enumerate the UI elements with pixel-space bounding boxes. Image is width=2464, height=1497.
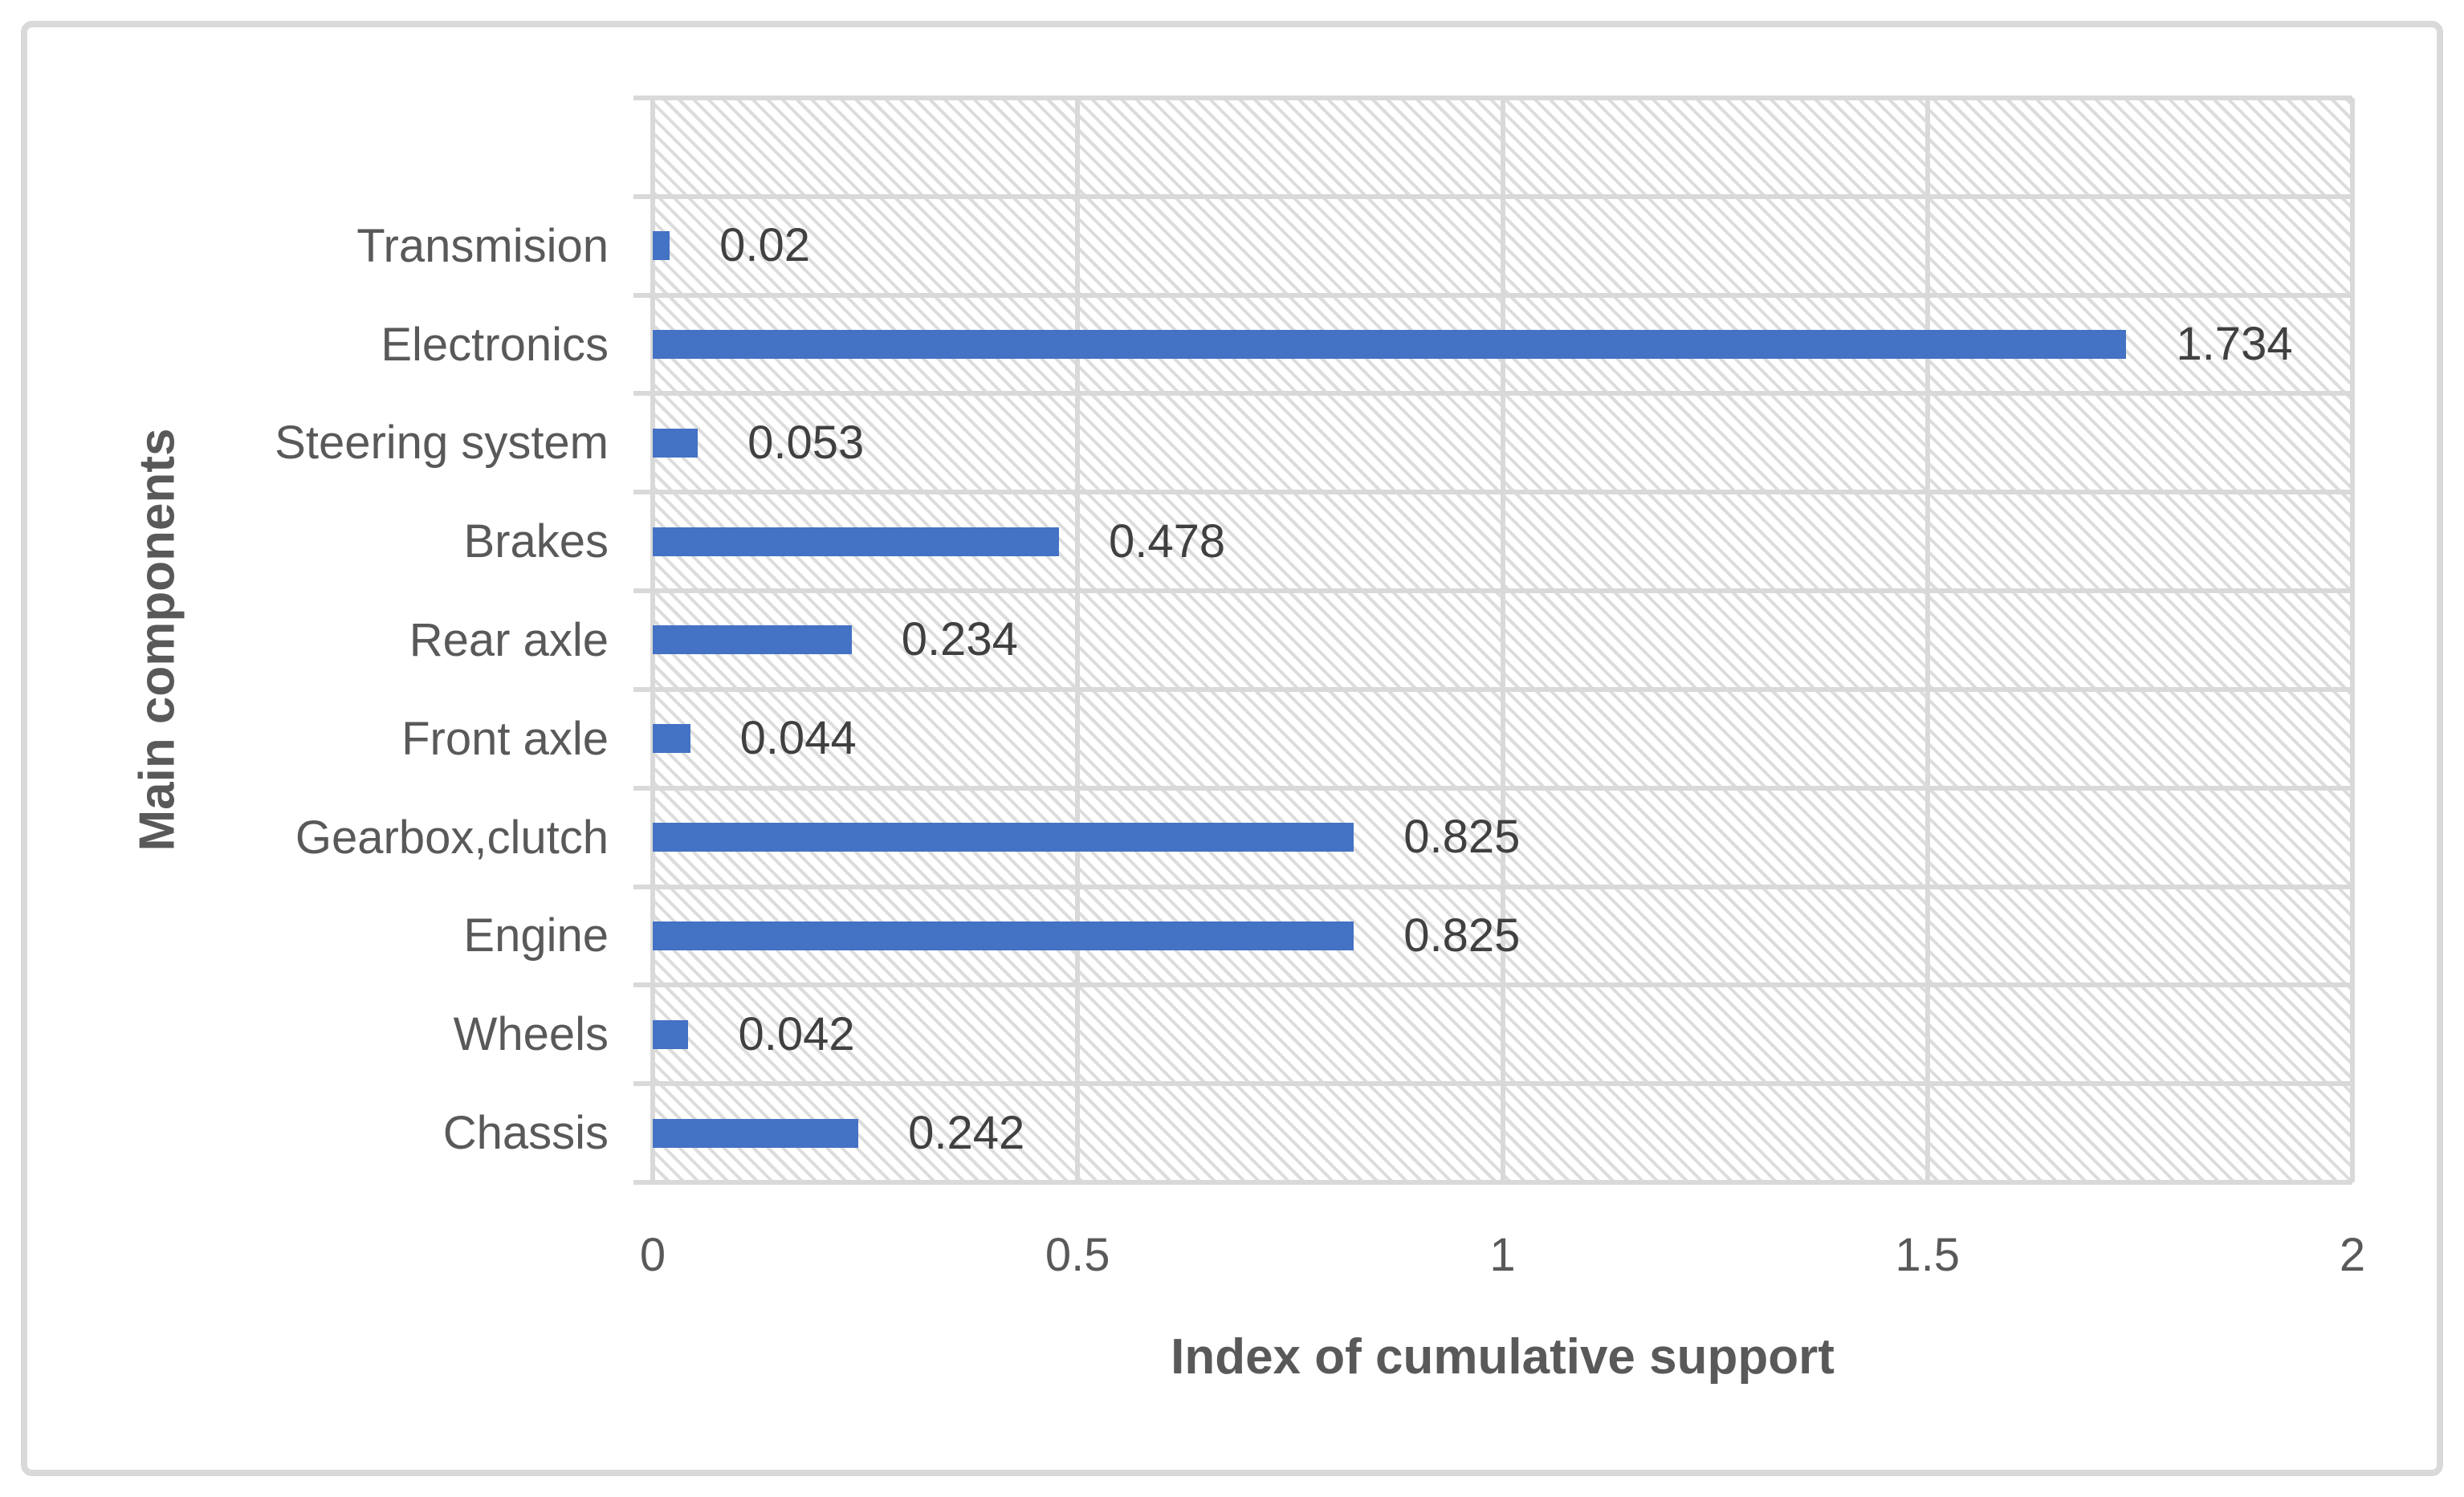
bar-row: 0.044 xyxy=(653,690,2352,788)
bar xyxy=(653,724,690,754)
gridline-horizontal xyxy=(633,391,2352,397)
chart-frame-border xyxy=(21,21,2443,1476)
bar xyxy=(653,428,698,458)
gridline-horizontal xyxy=(633,785,2352,791)
bar-row: 0.478 xyxy=(653,492,2352,591)
bar-row: 1.734 xyxy=(653,295,2352,394)
bar xyxy=(653,921,1354,950)
gridline-horizontal xyxy=(633,292,2352,298)
x-tick-label: 1.5 xyxy=(1895,1229,1961,1281)
bar-value-label: 0.234 xyxy=(901,613,1018,666)
category-label: Gearbox,clutch xyxy=(295,811,609,864)
category-label: Electronics xyxy=(381,318,609,371)
x-tick-label: 2 xyxy=(2339,1229,2366,1281)
category-label: Rear axle xyxy=(409,613,609,666)
gridline-horizontal xyxy=(633,686,2352,692)
plot-area: 0.02 1.734 0.053 0.478 0.234 0.044 0.825 0.825 0… xyxy=(633,96,2355,1185)
category-label: Chassis xyxy=(442,1107,609,1160)
bar-row: 0.053 xyxy=(653,393,2352,492)
category-label: Transmision xyxy=(356,219,609,272)
bar xyxy=(653,330,2127,360)
bar-value-label: 0.044 xyxy=(739,712,857,765)
bar-value-label: 1.734 xyxy=(2176,318,2293,371)
bar-row: 0.825 xyxy=(653,788,2352,887)
bar xyxy=(653,1118,859,1148)
gridline-horizontal xyxy=(633,588,2352,594)
bar xyxy=(653,231,670,261)
category-label: Front axle xyxy=(401,712,609,765)
category-label: Steering system xyxy=(275,417,609,470)
gridline-vertical xyxy=(2350,98,2355,1182)
category-axis-labels: Transmision Electronics Steering system Bra… xyxy=(96,98,609,1182)
bar xyxy=(653,625,852,655)
gridline-horizontal xyxy=(633,490,2352,495)
bar-value-label: 0.02 xyxy=(719,219,811,272)
x-axis-title: Index of cumulative support xyxy=(1171,1329,1835,1385)
bar xyxy=(653,1019,689,1049)
category-label: Engine xyxy=(463,909,609,962)
x-tick-label: 0.5 xyxy=(1045,1229,1110,1281)
gridline-vertical xyxy=(1924,98,1930,1182)
bar-value-label: 0.053 xyxy=(747,416,865,469)
gridline-horizontal xyxy=(633,1180,2352,1185)
gridline-horizontal xyxy=(633,193,2352,199)
gridline-horizontal xyxy=(633,982,2352,988)
bar-row: 0.825 xyxy=(653,887,2352,986)
x-axis-ticks: 0 0.5 1 1.5 2 xyxy=(640,1208,2365,1296)
gridline-vertical xyxy=(1075,98,1081,1182)
bar-value-label: 0.042 xyxy=(738,1007,855,1060)
bar-value-label: 0.825 xyxy=(1403,811,1521,864)
bar-value-label: 0.242 xyxy=(908,1106,1025,1159)
bar xyxy=(653,527,1059,556)
gridline-horizontal xyxy=(633,96,2352,100)
category-label: Brakes xyxy=(463,515,609,568)
gridline-vertical xyxy=(1500,98,1505,1182)
bar xyxy=(653,823,1354,852)
bar-value-label: 0.478 xyxy=(1108,515,1226,567)
bar-row: 0.234 xyxy=(653,591,2352,690)
gridline-horizontal xyxy=(633,1081,2352,1087)
x-tick-label: 0 xyxy=(639,1229,666,1281)
gridline-horizontal xyxy=(633,884,2352,889)
x-tick-label: 1 xyxy=(1489,1229,1516,1281)
category-label: Wheels xyxy=(453,1008,609,1061)
bar-value-label: 0.825 xyxy=(1403,909,1521,962)
bar-row: 0.042 xyxy=(653,985,2352,1084)
bar-row: 0.02 xyxy=(653,197,2352,295)
bar-row: 0.242 xyxy=(653,1084,2352,1182)
